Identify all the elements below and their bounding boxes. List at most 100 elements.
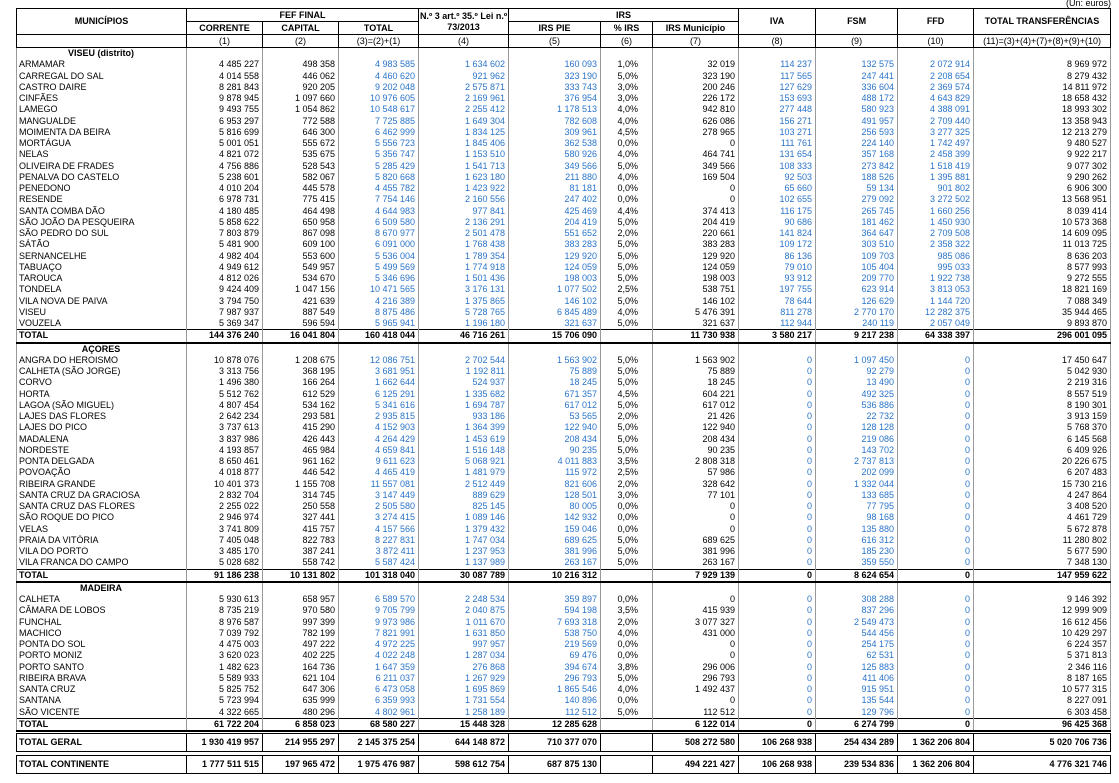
cell: 75 889	[652, 366, 740, 378]
cell: 1 563 902	[652, 354, 740, 366]
cell: 4,0%	[600, 306, 654, 318]
cell: 1 482 623	[186, 661, 263, 673]
cell: 1 011 670	[418, 616, 510, 628]
cell: 985 086	[897, 250, 975, 262]
cell: PORTO MONIZ	[16, 650, 187, 662]
cell: 142 932	[508, 512, 602, 524]
cell: 7 348 130	[973, 557, 1112, 569]
cell: 6 303 458	[973, 706, 1112, 719]
cell: 92 503	[738, 171, 817, 183]
cell: 0	[897, 467, 975, 479]
cell: 5 499 569	[337, 261, 420, 273]
cell: 2 575 871	[418, 81, 510, 93]
cell: 0	[897, 422, 975, 434]
cell: LAMEGO	[16, 104, 187, 116]
cell: 491 957	[815, 115, 899, 127]
cell: 3 580 217	[738, 329, 817, 344]
header: IVA	[738, 8, 817, 35]
cell: 7 929 139	[652, 568, 740, 583]
total-row: TOTAL 144 376 240 16 041 804 160 418 044 46 …	[16, 329, 1112, 344]
cell: 7 039 792	[186, 627, 263, 639]
cell: 3 794 750	[186, 295, 263, 307]
cell: 2 709 508	[897, 228, 975, 240]
cell: 609 100	[262, 239, 339, 251]
cell: 1 768 438	[418, 239, 510, 251]
cell: VILA DO PORTO	[16, 546, 187, 558]
data-row: MANGUALDE 6 953 297 772 588 7 725 885 1 649 …	[16, 115, 1112, 127]
cell: 293 581	[262, 411, 339, 423]
cell: 431 000	[652, 627, 740, 639]
data-row: POVOAÇÃO 4 018 877 446 542 4 465 419 1 481 9…	[16, 467, 1112, 479]
cell: 127 629	[738, 81, 817, 93]
cell: 0	[738, 512, 817, 524]
cell: 4 011 883	[508, 456, 602, 468]
cell: 219 086	[815, 433, 899, 445]
data-row: CÂMARA DE LOBOS 8 735 219 970 580 9 705 799…	[16, 605, 1112, 617]
cell: 0	[897, 568, 975, 583]
cell: 11 013 725	[973, 239, 1112, 251]
cell: 0	[738, 444, 817, 456]
cell: 604 221	[652, 388, 740, 400]
cell: 9 973 986	[337, 616, 420, 628]
cell: 8 227 831	[337, 534, 420, 546]
cell: 2,0%	[600, 616, 654, 628]
cell: 4 018 877	[186, 467, 263, 479]
cell: 10 878 076	[186, 354, 263, 366]
cell: 8 227 091	[973, 695, 1112, 707]
cell: 825 145	[418, 501, 510, 513]
cell: 1 623 180	[418, 171, 510, 183]
cell: 1 364 399	[418, 422, 510, 434]
column-code: (1)	[186, 34, 263, 48]
cell: 6 211 037	[337, 672, 420, 684]
cell: 1 518 419	[897, 160, 975, 172]
cell: 4 807 454	[186, 399, 263, 411]
cell: 0	[652, 194, 740, 206]
cell: 8 969 972	[973, 59, 1112, 71]
cell: 0	[738, 661, 817, 673]
cell: 3 813 053	[897, 284, 975, 296]
cell: 362 538	[508, 138, 602, 150]
data-row: SANTA COMBA DÃO 4 180 485 464 498 4 644 983…	[16, 205, 1112, 217]
cell: 538 750	[508, 627, 602, 639]
data-row: RIBEIRA BRAVA 5 589 933 621 104 6 211 037 1 …	[16, 672, 1112, 684]
cell: 0	[738, 650, 817, 662]
cell: 64 338 397	[897, 329, 975, 344]
cell: 8 636 203	[973, 250, 1112, 262]
cell: 4 983 585	[337, 59, 420, 71]
cell: 5,0%	[600, 261, 654, 273]
cell: 129 796	[815, 706, 899, 719]
cell: 254 434 289	[815, 733, 898, 752]
cell: 128 501	[508, 489, 602, 501]
data-row: LAJES DO PICO 3 737 613 415 290 4 152 903 1 …	[16, 422, 1112, 434]
cell: 0	[897, 650, 975, 662]
cell: 6 224 357	[973, 639, 1112, 651]
cell: 5 020 706 736	[973, 733, 1111, 752]
cell: 0	[897, 523, 975, 535]
cell: 383 283	[652, 239, 740, 251]
cell: 1 695 869	[418, 684, 510, 696]
data-row: PONTA DO SOL 4 475 003 497 222 4 972 225 997…	[16, 639, 1112, 651]
cell: 4 152 903	[337, 422, 420, 434]
cell: 822 783	[262, 534, 339, 546]
cell	[600, 581, 654, 594]
cell: 1 563 902	[508, 354, 602, 366]
cell: 1 077 502	[508, 284, 602, 296]
cell: 5,0%	[600, 672, 654, 684]
cell: 90 235	[652, 444, 740, 456]
cell: 970 580	[262, 605, 339, 617]
grand-row: TOTAL GERAL 1 930 419 957 214 955 297 2 145…	[16, 733, 1111, 752]
cell: 3 741 809	[186, 523, 263, 535]
cell: 415 939	[652, 605, 740, 617]
cell: 5,0%	[600, 295, 654, 307]
cell: 0	[897, 388, 975, 400]
data-row: MADALENA 3 837 986 426 443 4 264 429 1 453 6…	[16, 433, 1112, 445]
cell: 219 569	[508, 639, 602, 651]
cell: 0	[738, 366, 817, 378]
cell: PORTO SANTO	[16, 661, 187, 673]
cell	[600, 755, 653, 774]
cell: 3 485 170	[186, 546, 263, 558]
cell: 5 587 424	[337, 557, 420, 569]
cell: SANTA CRUZ	[16, 684, 187, 696]
cell: 109 703	[815, 250, 899, 262]
cell: 2 505 580	[337, 501, 420, 513]
